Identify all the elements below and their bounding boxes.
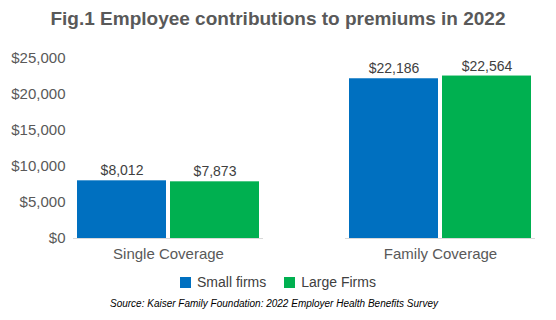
svg-text:$22,564: $22,564 bbox=[462, 58, 513, 74]
svg-text:$8,012: $8,012 bbox=[101, 162, 144, 178]
html-text:Large Firms: Large Firms bbox=[301, 274, 376, 290]
svg-text:$25,000: $25,000 bbox=[11, 49, 65, 66]
svg-text:Single Coverage: Single Coverage bbox=[113, 245, 224, 262]
svg-text:$10,000: $10,000 bbox=[11, 157, 65, 174]
svg-text:$7,873: $7,873 bbox=[194, 163, 237, 179]
svg-text:$20,000: $20,000 bbox=[11, 85, 65, 102]
html-text:Small firms: Small firms bbox=[197, 274, 267, 290]
svg-text:$22,186: $22,186 bbox=[369, 60, 420, 76]
svg-text:Family Coverage: Family Coverage bbox=[384, 245, 497, 262]
html-text:Fig.1 Employee contributions t: Fig.1 Employee contributions to premiums… bbox=[50, 8, 506, 29]
svg-text:$5,000: $5,000 bbox=[20, 193, 66, 210]
svg-text:$0: $0 bbox=[49, 229, 66, 246]
html-text:Source: Kaiser Family Foundati: Source: Kaiser Family Foundation: 2022 E… bbox=[110, 298, 438, 309]
svg-text:$15,000: $15,000 bbox=[11, 121, 65, 138]
